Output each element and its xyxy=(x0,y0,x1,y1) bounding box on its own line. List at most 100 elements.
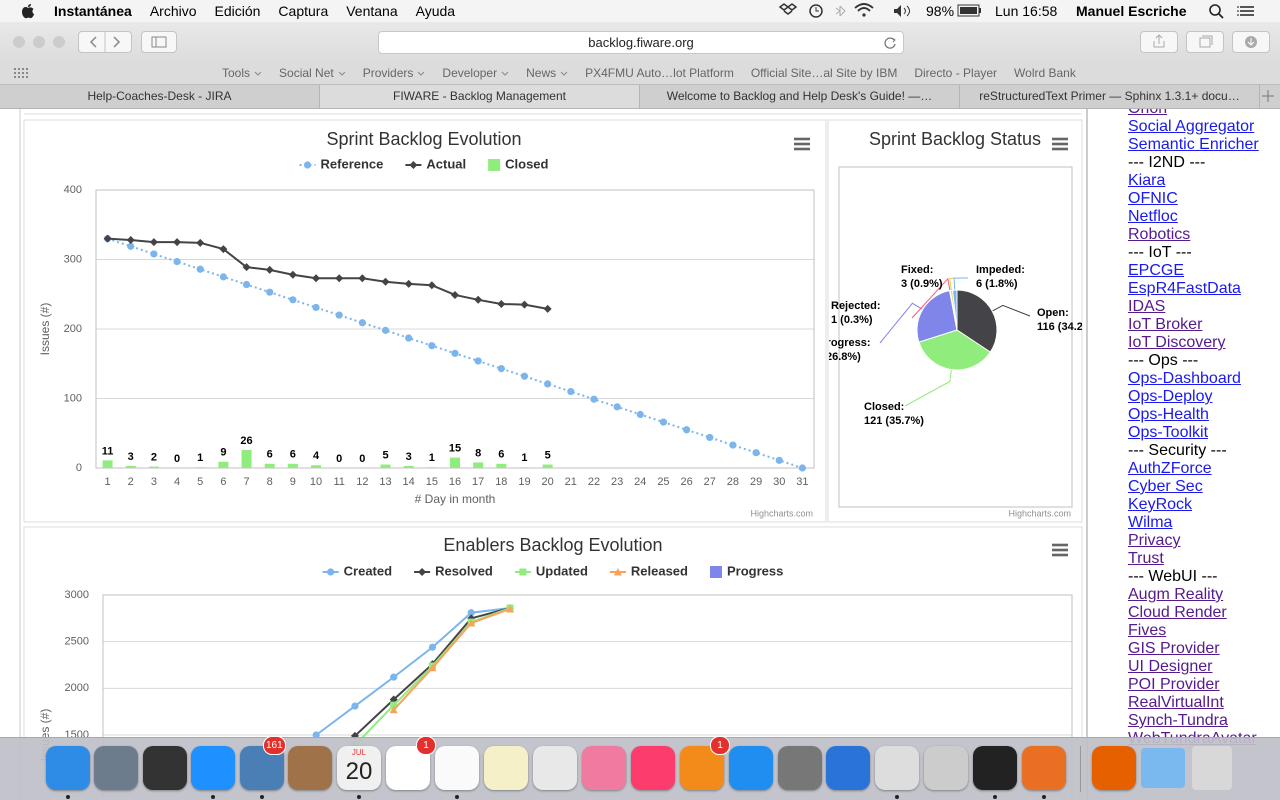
sidebar-link[interactable]: EPCGE xyxy=(1128,262,1185,279)
dock-icon[interactable] xyxy=(94,746,138,790)
sidebar-link[interactable]: Ops-Toolkit xyxy=(1128,424,1209,441)
sidebar-link[interactable]: Social Aggregator xyxy=(1128,118,1255,135)
bookmark[interactable]: Directo - Player xyxy=(914,66,998,80)
share-button[interactable] xyxy=(1140,31,1178,53)
sidebar-link[interactable]: Cyber Sec xyxy=(1128,478,1203,495)
dock-icon[interactable] xyxy=(778,746,822,790)
dock-icon[interactable] xyxy=(729,746,773,790)
user-name[interactable]: Manuel Escriche xyxy=(1076,3,1187,19)
sidebar-link[interactable]: Ops-Health xyxy=(1128,406,1209,423)
dock-icon[interactable] xyxy=(337,746,381,790)
app-menu[interactable]: Instantánea xyxy=(54,3,132,19)
window-controls[interactable] xyxy=(12,35,68,49)
back-forward[interactable] xyxy=(78,31,132,53)
bookmark[interactable]: News xyxy=(526,66,557,80)
sidebar-link[interactable]: Wilma xyxy=(1128,514,1173,531)
dock-icon[interactable] xyxy=(973,746,1017,790)
sidebar-link[interactable]: IoT Discovery xyxy=(1128,334,1226,351)
sidebar-link[interactable]: Ops-Dashboard xyxy=(1128,370,1241,387)
dock-icon[interactable] xyxy=(826,746,870,790)
sidebar-link[interactable]: IoT Broker xyxy=(1128,316,1203,333)
dock-icon[interactable] xyxy=(875,746,919,790)
sidebar-link[interactable]: POI Provider xyxy=(1128,676,1220,693)
bookmark[interactable]: Social Net xyxy=(279,66,334,80)
sidebar-link[interactable]: KeyRock xyxy=(1128,496,1193,513)
bookmark[interactable]: PX4FMU Auto…lot Platform xyxy=(585,66,734,80)
downloads-button[interactable] xyxy=(1232,31,1270,53)
tab[interactable]: FIWARE - Backlog Management xyxy=(320,85,640,108)
tab[interactable]: Welcome to Backlog and Help Desk's Guide… xyxy=(640,85,960,108)
menu-item[interactable]: Archivo xyxy=(149,3,197,19)
sidebar-link[interactable]: Synch-Tundra xyxy=(1128,712,1228,729)
dock-icon[interactable] xyxy=(582,746,626,790)
pie-slice[interactable] xyxy=(918,329,992,371)
grid-icon[interactable] xyxy=(14,68,30,78)
chart-menu[interactable] xyxy=(1052,137,1068,151)
legend-item[interactable]: Progress xyxy=(709,563,783,578)
search-icons[interactable] xyxy=(1208,3,1270,19)
bookmark[interactable]: Providers xyxy=(362,66,414,80)
tabs-button[interactable] xyxy=(1186,31,1224,53)
dock-icon[interactable] xyxy=(191,746,235,790)
legend-item[interactable]: Released xyxy=(609,563,688,578)
dock-icon[interactable] xyxy=(631,746,675,790)
tab[interactable]: Help-Coaches-Desk - JIRA xyxy=(0,85,320,108)
dock-icon[interactable] xyxy=(46,746,90,790)
bookmark[interactable]: Official Site…al Site by IBM xyxy=(750,66,898,80)
sidebar-link[interactable]: IDAS xyxy=(1128,298,1166,315)
legend-item[interactable]: Updated xyxy=(514,563,588,578)
sidebar-link[interactable]: Kiara xyxy=(1128,172,1166,189)
menu-item[interactable]: Captura xyxy=(278,3,329,19)
sidebar-link[interactable]: GIS Provider xyxy=(1128,640,1220,657)
dock-icon[interactable] xyxy=(1092,746,1136,790)
menu-item[interactable]: Ayuda xyxy=(415,3,456,19)
sidebar-link[interactable]: Ops-Deploy xyxy=(1128,388,1213,405)
marker xyxy=(519,568,527,576)
tab[interactable]: reStructuredText Primer — Sphinx 1.3.1+ … xyxy=(960,85,1260,108)
pie-slice[interactable] xyxy=(916,290,958,343)
dock-icon[interactable] xyxy=(484,746,528,790)
sidebar-link[interactable]: Semantic Enricher xyxy=(1128,136,1259,153)
apple-icon[interactable] xyxy=(20,3,36,19)
dock-icon[interactable] xyxy=(435,746,479,790)
new-tab[interactable] xyxy=(1262,90,1274,102)
dock-icon[interactable] xyxy=(1141,748,1185,788)
sidebar-button[interactable] xyxy=(141,31,177,53)
marker xyxy=(303,161,312,169)
dock-icon[interactable] xyxy=(1192,746,1232,790)
sidebar-link[interactable]: OFNIC xyxy=(1128,190,1178,207)
bookmark[interactable]: Tools xyxy=(222,66,251,80)
sidebar-link[interactable]: Fives xyxy=(1128,622,1167,639)
sidebar-link[interactable]: Augm Reality xyxy=(1128,586,1224,603)
dock-icon[interactable] xyxy=(1022,746,1066,790)
sidebar-link[interactable]: Cloud Render xyxy=(1128,604,1227,621)
running-dot xyxy=(1042,795,1046,799)
legend-item[interactable]: Closed xyxy=(488,156,549,171)
sidebar-link[interactable]: Trust xyxy=(1128,550,1164,567)
sidebar-link[interactable]: Privacy xyxy=(1128,532,1181,549)
dock-icon[interactable] xyxy=(533,746,577,790)
dock-icon[interactable] xyxy=(288,746,332,790)
legend-item[interactable]: Resolved xyxy=(414,563,493,578)
legend-item[interactable]: Reference xyxy=(299,156,384,171)
sidebar-link[interactable]: EspR4FastData xyxy=(1128,280,1241,297)
sidebar-link[interactable]: UI Designer xyxy=(1128,658,1213,675)
legend-item[interactable]: Created xyxy=(322,563,392,578)
x-tick-label: 3 xyxy=(151,476,157,488)
pie-slice[interactable] xyxy=(951,289,958,331)
legend-item[interactable]: Actual xyxy=(405,156,466,171)
menu-item[interactable]: Edición xyxy=(214,3,261,19)
chart-menu[interactable] xyxy=(794,137,810,151)
chart-menu[interactable] xyxy=(1052,543,1068,557)
address-bar[interactable]: backlog.fiware.org xyxy=(378,31,904,54)
bookmark[interactable]: Developer xyxy=(442,66,498,80)
sidebar-link[interactable]: AuthZForce xyxy=(1128,460,1212,477)
dock-icon[interactable] xyxy=(143,746,187,790)
sidebar-link[interactable]: RealVirtualInt xyxy=(1128,694,1224,711)
sidebar-link[interactable]: Netfloc xyxy=(1128,208,1178,225)
bookmark[interactable]: Wolrd Bank xyxy=(1014,66,1076,80)
marker xyxy=(173,257,181,266)
sidebar-link[interactable]: Robotics xyxy=(1128,226,1191,243)
dock-icon[interactable] xyxy=(924,746,968,790)
menu-item[interactable]: Ventana xyxy=(346,3,398,19)
